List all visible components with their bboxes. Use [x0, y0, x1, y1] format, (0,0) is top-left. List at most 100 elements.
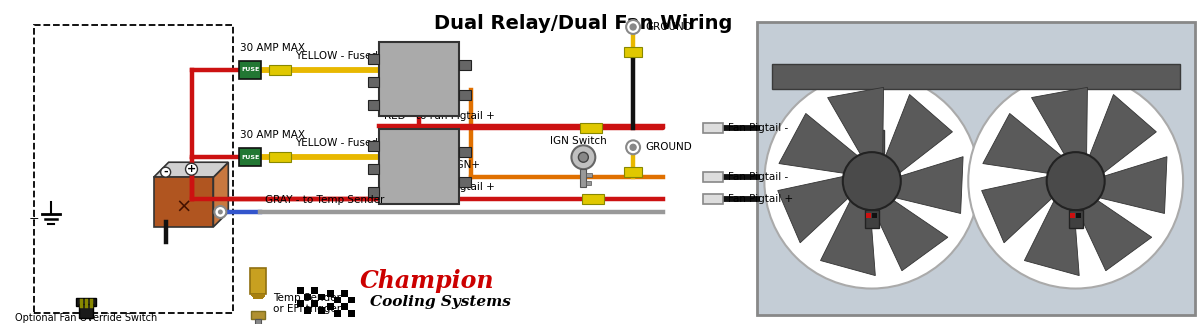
Bar	[367, 141, 379, 151]
Bar	[367, 54, 379, 64]
Text: Cooling Systems: Cooling Systems	[370, 295, 510, 309]
Bar	[581, 124, 602, 133]
Bar	[757, 22, 1195, 315]
Bar	[304, 293, 311, 301]
Bar	[587, 181, 592, 185]
Bar	[587, 173, 593, 177]
Text: ÷: ÷	[29, 213, 40, 225]
Bar	[311, 307, 318, 314]
Polygon shape	[874, 200, 948, 271]
Text: RED - to Fan Pigtail +: RED - to Fan Pigtail +	[384, 182, 496, 192]
Polygon shape	[821, 200, 875, 275]
Bar	[304, 301, 311, 307]
Bar	[318, 301, 325, 307]
Bar	[460, 90, 470, 99]
Bar	[341, 310, 348, 318]
Bar	[296, 307, 304, 314]
Circle shape	[968, 74, 1183, 289]
Text: YELLOW - Fused to Battery +: YELLOW - Fused to Battery +	[295, 138, 445, 148]
Bar	[326, 310, 334, 318]
Circle shape	[161, 167, 170, 177]
Bar	[252, 295, 264, 298]
Bar	[326, 289, 334, 297]
Text: GROUND: GROUND	[646, 142, 691, 152]
Bar	[865, 210, 878, 228]
Polygon shape	[1032, 87, 1087, 155]
Bar	[311, 301, 318, 307]
Text: FUSE: FUSE	[241, 67, 259, 72]
Text: IGN Switch: IGN Switch	[550, 136, 607, 146]
Polygon shape	[1090, 95, 1157, 173]
Polygon shape	[1025, 200, 1079, 275]
Bar	[1069, 210, 1082, 228]
Bar	[76, 299, 96, 306]
Bar	[35, 25, 233, 313]
Circle shape	[842, 152, 901, 210]
Polygon shape	[154, 162, 228, 177]
Text: Fan Pigtail -: Fan Pigtail -	[727, 124, 788, 133]
Bar	[253, 298, 263, 300]
Circle shape	[626, 141, 640, 154]
Bar	[703, 194, 722, 204]
Text: GROUND: GROUND	[646, 22, 691, 32]
Text: FUSE: FUSE	[241, 155, 259, 160]
Circle shape	[571, 145, 595, 169]
Bar	[460, 147, 470, 157]
Bar	[304, 287, 311, 293]
Circle shape	[218, 210, 223, 215]
Circle shape	[578, 152, 588, 162]
Text: Temp Sender
or EFI trigger: Temp Sender or EFI trigger	[274, 293, 341, 314]
Text: RED - to Fan Pigtail +: RED - to Fan Pigtail +	[384, 111, 496, 122]
Bar	[348, 310, 355, 318]
Bar	[318, 307, 325, 314]
Bar	[311, 287, 318, 293]
Bar	[379, 129, 460, 204]
Bar	[871, 213, 877, 218]
Text: ORANGE - to IGN+: ORANGE - to IGN+	[384, 160, 480, 170]
Text: +: +	[187, 164, 196, 174]
Bar	[334, 304, 341, 310]
Bar	[251, 293, 265, 295]
Bar	[154, 177, 214, 227]
Bar	[253, 297, 264, 299]
Bar	[251, 311, 265, 319]
Bar	[703, 172, 722, 182]
Bar	[256, 319, 262, 326]
Text: ×: ×	[175, 198, 192, 216]
Circle shape	[630, 24, 636, 30]
Polygon shape	[886, 95, 953, 173]
Polygon shape	[983, 113, 1062, 173]
Text: Dual Relay/Dual Fan Wiring: Dual Relay/Dual Fan Wiring	[434, 14, 732, 33]
Bar	[318, 293, 325, 301]
Bar	[773, 64, 1180, 89]
Circle shape	[1046, 152, 1105, 210]
Bar	[367, 99, 379, 110]
Bar	[348, 297, 355, 304]
Bar	[269, 152, 290, 162]
Bar	[269, 65, 290, 75]
Bar	[1075, 213, 1081, 218]
Circle shape	[626, 20, 640, 34]
Circle shape	[764, 74, 979, 289]
Bar	[334, 289, 341, 297]
Polygon shape	[779, 113, 858, 173]
Bar	[311, 293, 318, 301]
Bar	[348, 304, 355, 310]
Bar	[239, 148, 262, 166]
Bar	[860, 130, 883, 153]
Text: Champion: Champion	[360, 269, 494, 293]
Circle shape	[215, 206, 227, 218]
Bar	[334, 310, 341, 318]
Polygon shape	[895, 157, 964, 214]
Bar	[703, 124, 722, 133]
Polygon shape	[828, 87, 883, 155]
Text: -: -	[163, 167, 168, 177]
Bar	[318, 287, 325, 293]
Bar	[581, 169, 587, 187]
Bar	[341, 289, 348, 297]
Text: Optional Fan Override Switch: Optional Fan Override Switch	[14, 313, 157, 323]
Polygon shape	[982, 176, 1052, 243]
Bar	[296, 287, 304, 293]
Text: Fan Pigtail +: Fan Pigtail +	[727, 194, 793, 204]
Bar	[304, 307, 311, 314]
